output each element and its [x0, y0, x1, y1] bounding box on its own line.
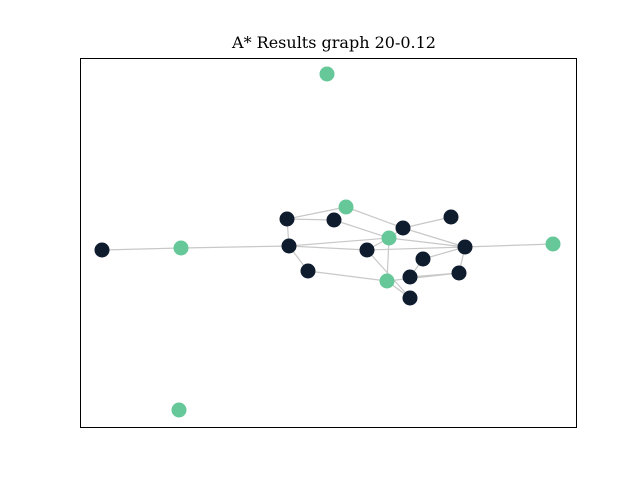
graph-node-n1 [319, 66, 335, 82]
graph-node-n19 [379, 273, 395, 289]
graph-node-n14 [457, 239, 473, 255]
graph-edge-n5-n6 [286, 218, 335, 221]
graph-edge-n8-n10 [288, 245, 368, 251]
nodes-layer [94, 66, 561, 418]
graph-node-n15 [545, 236, 561, 252]
graph-node-n4 [171, 402, 187, 418]
graph-edge-n6-n11 [333, 219, 390, 239]
graph-edge-n18-n19 [386, 272, 460, 282]
graph-node-n10 [359, 242, 375, 258]
graph-edge-n5-n7 [286, 206, 347, 220]
graph-node-n2 [94, 242, 110, 258]
figure-title: A* Results graph 20-0.12 [231, 33, 436, 52]
graph-node-n7 [338, 199, 354, 215]
graph-edge-n14-n15 [464, 243, 554, 248]
graph-edge-n12-n14 [402, 227, 466, 248]
graph-node-n3 [173, 240, 189, 256]
graph-edge-n3-n8 [180, 245, 290, 249]
graph-edge-n8-n11 [288, 237, 390, 247]
graph-node-n13 [443, 209, 459, 225]
graph-node-n8 [281, 238, 297, 254]
graph-node-n12 [395, 220, 411, 236]
graph-node-n18 [451, 265, 467, 281]
graph-edge-n2-n3 [101, 247, 182, 251]
graph-edge-n12-n13 [402, 216, 452, 229]
graph-node-n16 [415, 251, 431, 267]
graph-node-n11 [381, 230, 397, 246]
graph-node-n9 [300, 263, 316, 279]
graph-node-n6 [326, 212, 342, 228]
graph-edge-n10-n14 [366, 246, 466, 251]
graph-edge-n11-n14 [388, 237, 466, 248]
graph-node-n17 [402, 269, 418, 285]
graph-edge-n7-n12 [345, 206, 404, 229]
plot-frame [80, 58, 577, 428]
graph-node-n20 [402, 290, 418, 306]
graph-node-n5 [279, 211, 295, 227]
graph-edge-n9-n19 [307, 270, 388, 282]
